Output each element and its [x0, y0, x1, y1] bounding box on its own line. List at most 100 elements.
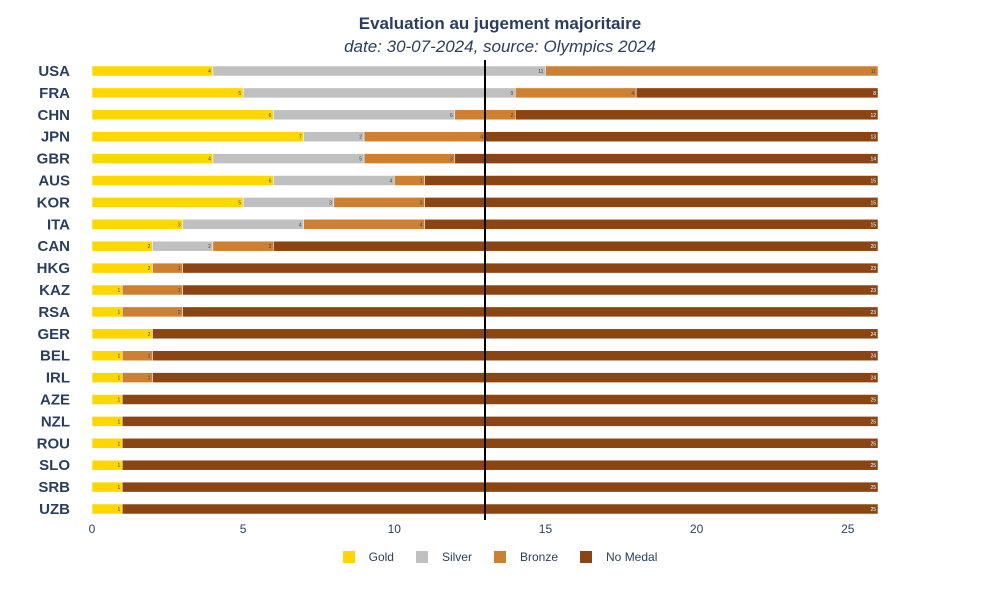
data-label: 7	[299, 135, 302, 141]
data-label: 8	[873, 91, 876, 97]
data-label: 6	[450, 113, 453, 119]
data-label: 3	[450, 157, 453, 163]
data-label: 6	[269, 179, 272, 185]
data-label: 1	[178, 266, 181, 272]
bar-gold	[91, 328, 153, 340]
category-label: GER	[37, 326, 70, 343]
data-label: 5	[238, 91, 241, 97]
data-label: 5	[238, 200, 241, 206]
legend-swatch	[415, 551, 428, 563]
legend-item[interactable]: Silver	[415, 550, 472, 564]
x-tick-label: 0	[89, 522, 96, 536]
bar-gold	[91, 153, 214, 164]
bar-bronze	[212, 240, 274, 252]
category-label: CHN	[38, 107, 71, 124]
data-label: 5	[359, 157, 362, 163]
category-label: SLO	[39, 457, 70, 474]
category-label: RSA	[38, 304, 70, 321]
data-label: 24	[870, 354, 876, 360]
chart-title: Evaluation au jugement majoritaire	[358, 14, 642, 33]
bar-silver	[273, 175, 395, 186]
data-label: 1	[148, 376, 151, 382]
bar-no-medal	[514, 109, 879, 121]
category-label: BEL	[40, 348, 70, 365]
bar-bronze	[363, 153, 456, 164]
category-label: SRB	[38, 479, 70, 496]
bar-no-medal	[121, 416, 879, 427]
category-label: JPN	[41, 129, 70, 146]
bar-silver	[242, 87, 516, 99]
bar-silver	[182, 219, 304, 230]
bar-bronze	[303, 219, 425, 230]
data-label: 2	[359, 135, 362, 141]
data-label: 25	[870, 419, 876, 425]
category-label: KAZ	[39, 282, 70, 299]
category-label: AUS	[38, 173, 70, 190]
category-label: UZB	[39, 501, 70, 518]
bar-gold	[91, 219, 183, 230]
bar-no-medal	[152, 372, 879, 383]
data-label: 25	[870, 507, 876, 513]
bar-no-medal	[121, 394, 879, 405]
data-label: 20	[870, 244, 876, 250]
data-label: 3	[329, 200, 332, 206]
bar-no-medal	[424, 219, 879, 230]
bar-silver	[303, 131, 365, 142]
data-label: 9	[510, 91, 513, 97]
bar-gold	[91, 131, 304, 142]
category-label: IRL	[46, 370, 70, 387]
legend-item[interactable]: Gold	[342, 550, 394, 564]
data-label: 11	[538, 69, 543, 75]
bar-gold	[91, 109, 274, 121]
x-tick-label: 20	[690, 522, 704, 536]
bar-bronze	[121, 284, 183, 296]
bar-no-medal	[121, 459, 879, 471]
data-label: 2	[178, 288, 181, 294]
data-label: 1	[117, 485, 120, 491]
bar-bronze	[333, 197, 425, 208]
chart-legend: Gold Silver Bronze No Medal	[0, 550, 1000, 564]
data-label: 1	[117, 354, 120, 360]
data-label: 23	[870, 310, 876, 316]
data-label: 25	[870, 463, 876, 469]
bar-no-medal	[152, 350, 879, 361]
bar-bronze	[121, 306, 183, 318]
data-label: 15	[870, 179, 876, 185]
category-label: FRA	[39, 85, 70, 102]
legend-item[interactable]: Bronze	[493, 550, 559, 564]
legend-item[interactable]: No Medal	[580, 550, 657, 564]
bar-no-medal	[273, 240, 879, 252]
bar-no-medal	[484, 131, 879, 142]
legend-swatch	[493, 551, 506, 563]
x-tick-label: 15	[539, 522, 553, 536]
bar-no-medal	[635, 87, 879, 99]
data-label: 4	[208, 69, 211, 75]
data-label: 2	[269, 244, 272, 250]
bar-no-medal	[121, 503, 879, 515]
bar-gold	[91, 240, 153, 252]
data-label: 4	[420, 222, 423, 228]
data-label: 24	[870, 376, 876, 382]
data-label: 4	[208, 157, 211, 163]
legend-label: No Medal	[606, 550, 658, 564]
data-label: 14	[870, 157, 876, 163]
data-label: 15	[870, 200, 876, 206]
data-label: 1	[117, 441, 120, 447]
data-label: 11	[871, 69, 876, 75]
bar-silver	[152, 240, 214, 252]
category-label: KOR	[37, 194, 71, 211]
legend-label: Bronze	[519, 550, 559, 564]
data-label: 1	[117, 288, 120, 294]
data-label: 4	[390, 179, 393, 185]
bar-gold	[91, 175, 274, 186]
data-label: 1	[117, 398, 120, 404]
bar-bronze	[363, 131, 486, 142]
legend-swatch	[342, 551, 355, 563]
data-label: 23	[870, 288, 876, 294]
data-label: 4	[631, 91, 634, 97]
bar-silver	[242, 197, 335, 208]
bar-bronze	[514, 87, 637, 99]
data-label: 2	[148, 266, 151, 272]
data-label: 2	[148, 332, 151, 338]
